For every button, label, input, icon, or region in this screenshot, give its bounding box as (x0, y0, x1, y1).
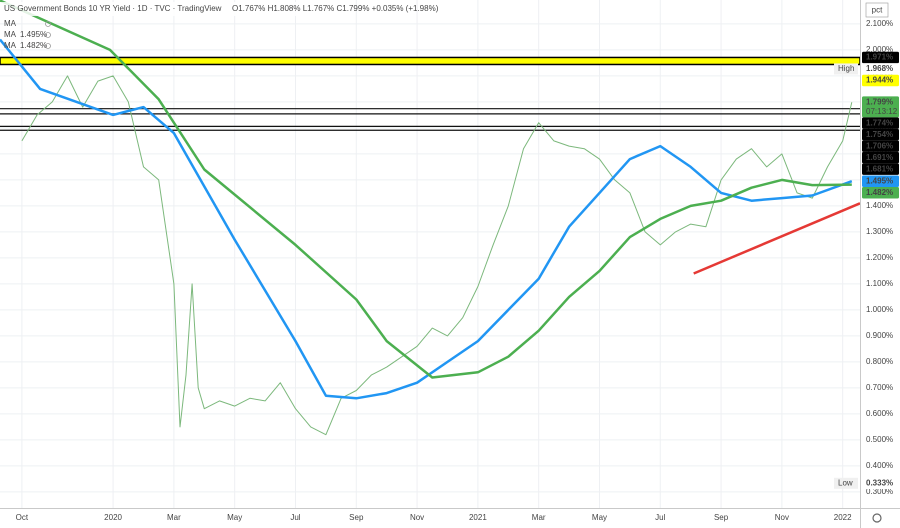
x-tick-label: Nov (775, 513, 789, 522)
tag-note-bg (834, 477, 858, 489)
legend-toggle[interactable] (45, 43, 51, 49)
y-tick-label: 1.100% (866, 279, 893, 288)
tag-note: Low (838, 478, 853, 487)
axis-tag (862, 74, 899, 87)
unit-box[interactable] (865, 2, 889, 18)
axis-tag (862, 63, 899, 75)
axis-tag-label: 1.495% (866, 176, 893, 185)
axis-tag-label: 1.971% (866, 53, 893, 62)
y-tick-label: 0.300% (866, 487, 893, 496)
axis-tag-label: 1.774% (866, 118, 893, 127)
x-tick-label: Jul (655, 513, 665, 522)
axis-tag (862, 96, 899, 118)
x-tick-label: Mar (167, 513, 181, 522)
axis-tag (862, 163, 899, 175)
y-tick-label: 0.900% (866, 331, 893, 340)
y-tick-label: 0.500% (866, 435, 893, 444)
legend-value: 1.482% (20, 41, 47, 50)
y-tick-label: 2.000% (866, 45, 893, 54)
axis-tag-label: 1.968% (866, 64, 893, 73)
legend-name: MA (4, 41, 17, 50)
y-tick-label: 0.600% (866, 409, 893, 418)
band (0, 56, 861, 66)
chart-title: US Government Bonds 10 YR Yield · 1D · T… (4, 4, 222, 13)
x-tick-label: Sep (714, 513, 729, 522)
ohlc: O1.767% H1.808% L1.767% C1.799% +0.035% … (232, 4, 439, 13)
axis-tag (862, 477, 899, 490)
axis-tag-label: 1.944% (866, 76, 893, 85)
series-line (693, 202, 861, 275)
plot-area (0, 0, 861, 508)
axis-tag (862, 117, 899, 129)
axis-tag-label: 1.681% (866, 164, 893, 173)
x-tick-label: Nov (410, 513, 424, 522)
axis-tag-label: 1.754% (866, 130, 893, 139)
y-tick-label: 0.700% (866, 383, 893, 392)
legend-toggle[interactable] (45, 21, 51, 27)
axis-tag (862, 186, 899, 199)
axis-tag-timer: 07:13:12 (866, 107, 898, 116)
axis-tag-label: 1.706% (866, 141, 893, 150)
axis-tag-label: 1.691% (866, 153, 893, 162)
y-tick-label: 0.800% (866, 357, 893, 366)
x-tick-label: Jul (290, 513, 300, 522)
legend-name: MA (4, 19, 17, 28)
axis-tag (862, 175, 899, 187)
settings-icon[interactable] (872, 513, 882, 523)
axis-tag-label: 1.482% (866, 188, 893, 197)
series-line (0, 0, 852, 379)
x-tick-label: 2022 (834, 513, 852, 522)
x-tick-label: Oct (16, 513, 29, 522)
x-tick-label: Mar (532, 513, 546, 522)
y-tick-label: 1.000% (866, 305, 893, 314)
axis-tag (862, 151, 899, 164)
tag-note-bg (834, 63, 858, 75)
y-tick-label: 1.200% (866, 253, 893, 262)
header-bg (0, 2, 345, 16)
legend-toggle[interactable] (45, 32, 51, 38)
x-tick-label: 2021 (469, 513, 487, 522)
series-line (21, 75, 853, 436)
axis-tag-label: 1.799% (866, 97, 893, 106)
x-tick-label: Sep (349, 513, 364, 522)
x-tick-label: May (592, 513, 607, 522)
x-tick-label: 2020 (104, 513, 122, 522)
y-tick-label: 1.400% (866, 201, 893, 210)
unit-label: pct (872, 6, 883, 15)
y-tick-label: 2.100% (866, 19, 893, 28)
axis-tag (862, 51, 899, 64)
legend-value: 1.495% (20, 30, 47, 39)
axis-tag-label: 0.333% (866, 478, 893, 487)
series-line (0, 38, 853, 400)
x-tick-label: May (227, 513, 242, 522)
legend-name: MA (4, 30, 17, 39)
y-tick-label: 0.400% (866, 461, 893, 470)
axis-tag (862, 128, 899, 141)
tag-note: High (838, 64, 854, 73)
axis-tag (862, 140, 899, 152)
y-tick-label: 1.300% (866, 227, 893, 236)
